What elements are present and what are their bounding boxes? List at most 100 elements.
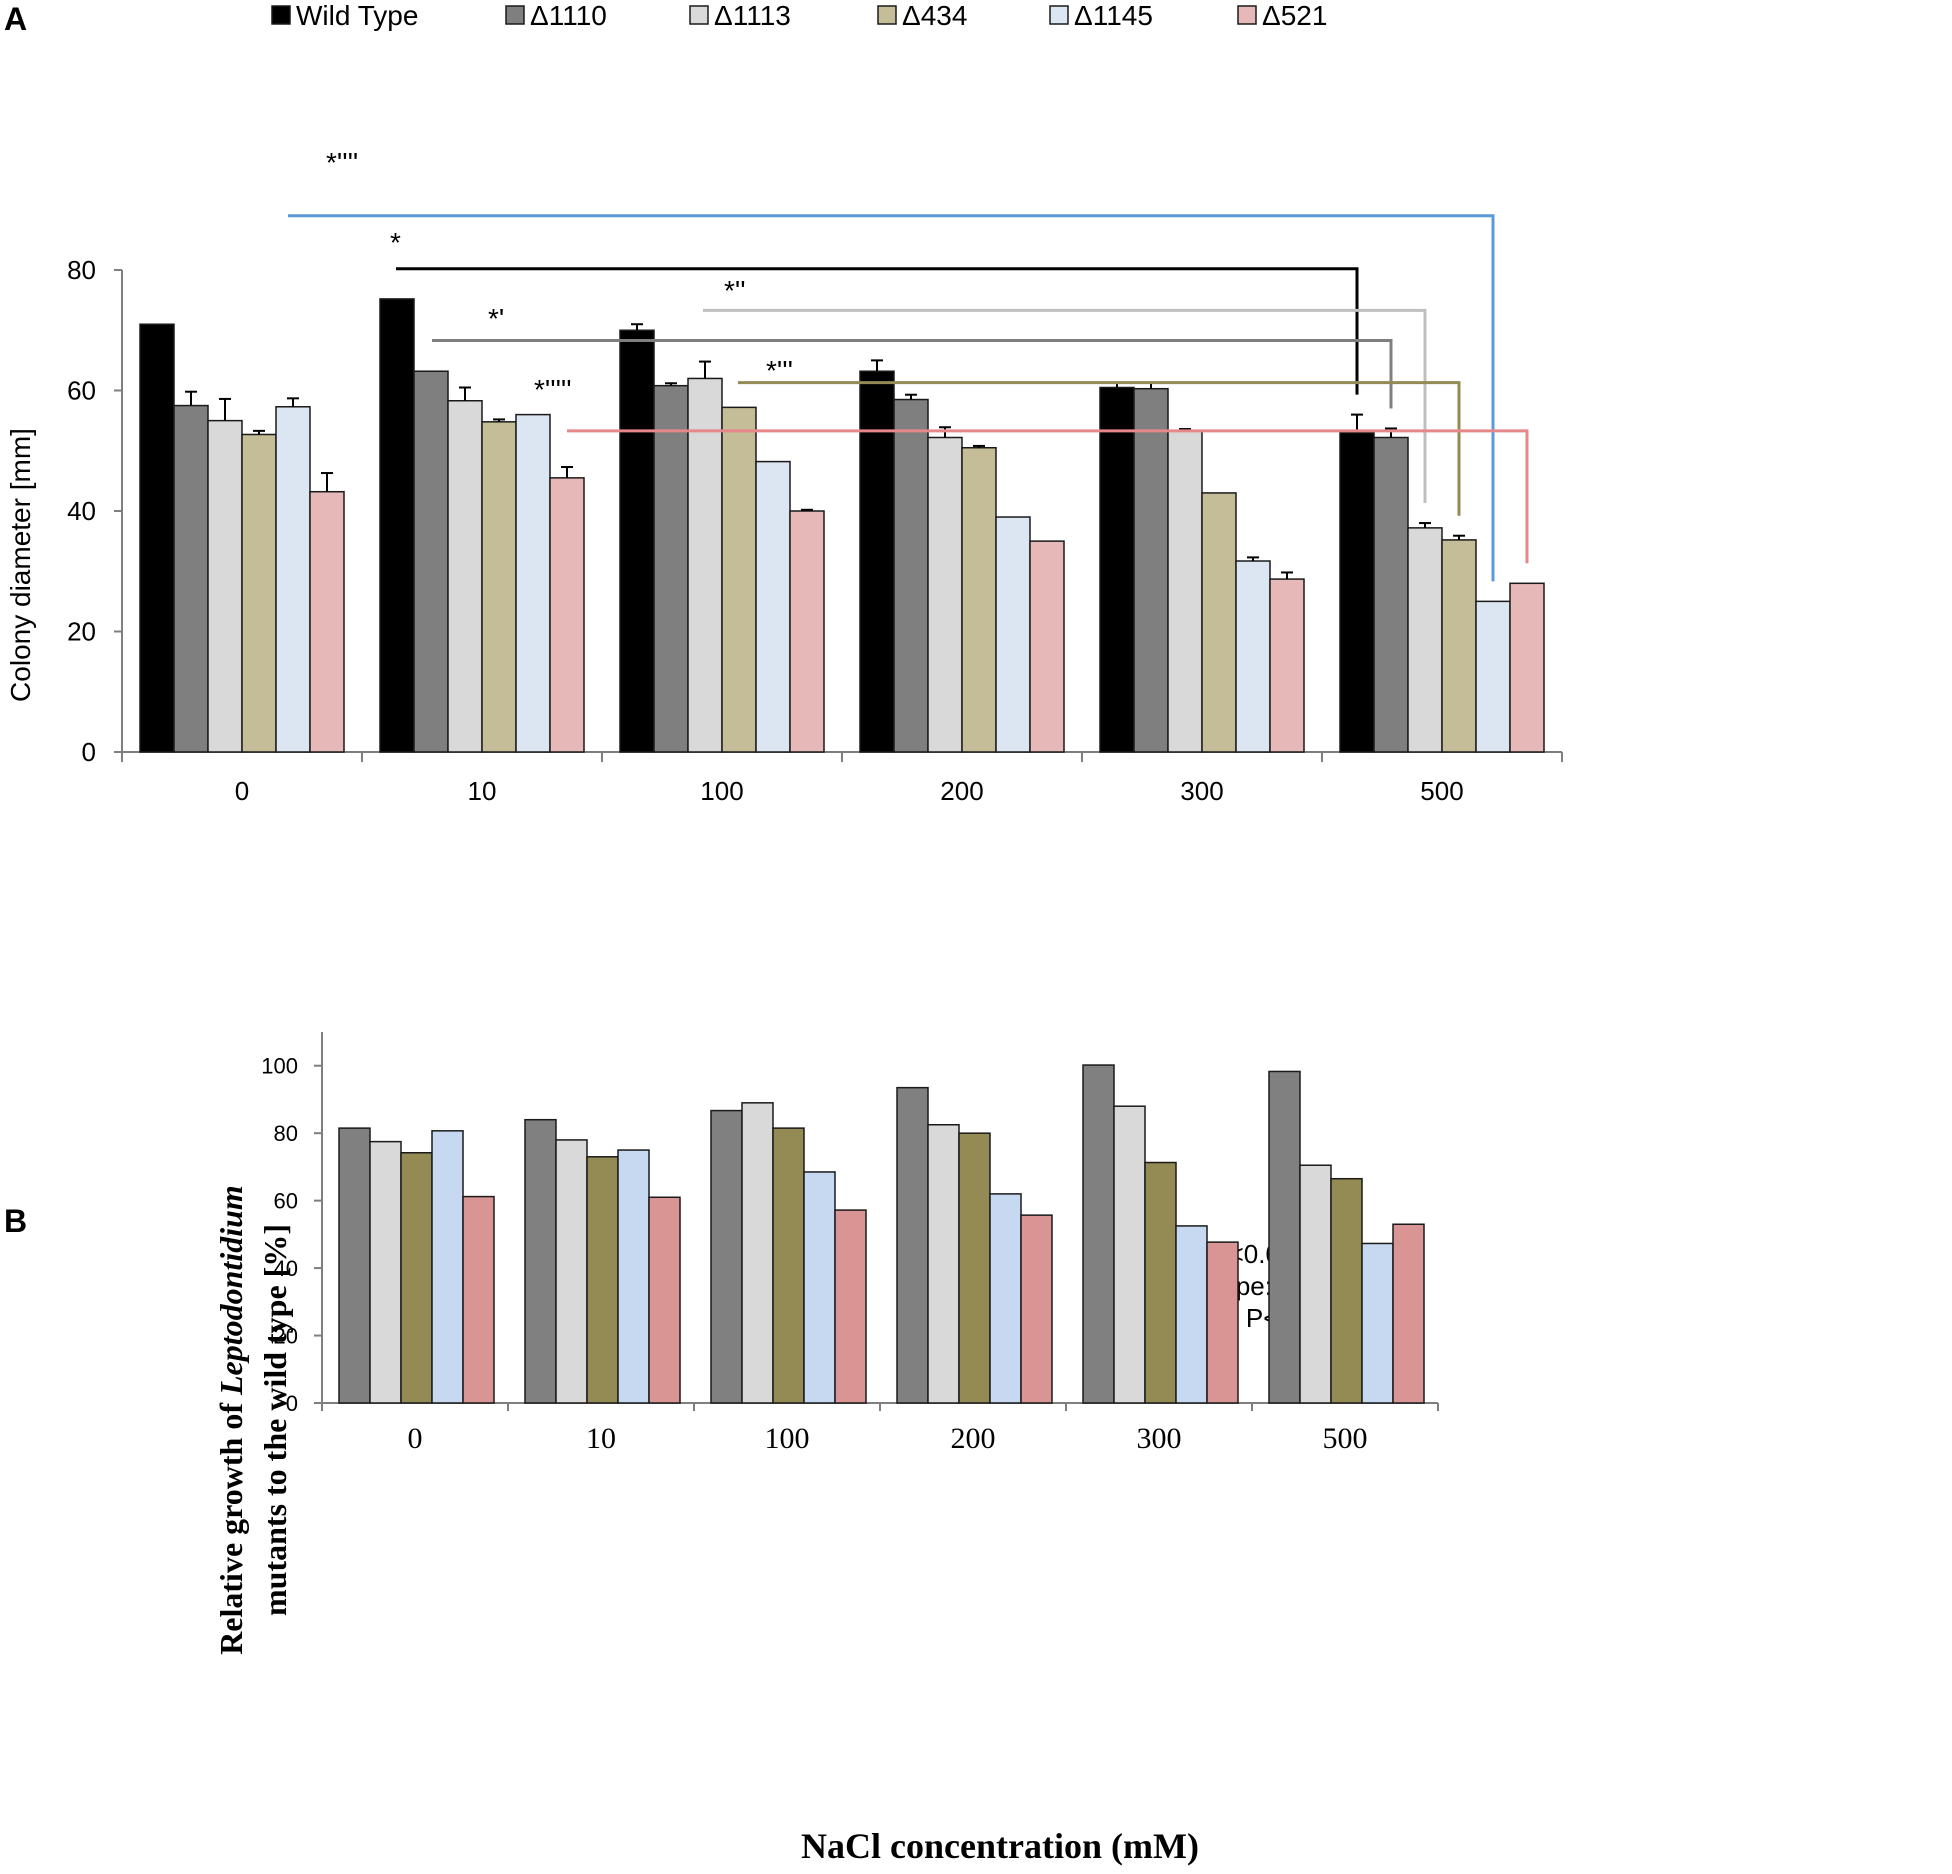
chart-b-bar	[1206, 1241, 1239, 1404]
chart-b-bar	[1144, 1161, 1177, 1404]
chart-a-bar	[549, 477, 585, 753]
chart-a-bar	[309, 490, 345, 753]
chart-a-bar	[721, 406, 757, 753]
chart-b-x-tick-label: 300	[1137, 1422, 1182, 1455]
chart-a-legend-label: Δ521	[1262, 0, 1327, 31]
chart-a-legend-swatch	[1049, 5, 1069, 25]
chart-a-bar	[1099, 386, 1135, 753]
chart-a-bar	[173, 404, 209, 753]
chart-b-bar	[1299, 1164, 1332, 1404]
chart-b-x-tick-label: 10	[586, 1422, 616, 1455]
chart-b-y-tick-label: 20	[274, 1324, 298, 1349]
chart-b-x-tick-label: 100	[765, 1422, 810, 1455]
chart-b-y-tick-label: 0	[286, 1391, 298, 1416]
chart-a-significance-bracket	[567, 429, 1529, 564]
chart-a-y-tick-label: 0	[82, 737, 96, 767]
chart-a-bar	[687, 377, 723, 753]
chart-b-bar	[648, 1196, 681, 1404]
chart-b-x-tick-label: 200	[951, 1422, 996, 1455]
chart-a-significance-label: *'''	[766, 355, 793, 386]
chart-a-y-tick-label: 80	[67, 255, 96, 285]
chart-b-bar	[555, 1139, 588, 1404]
chart-a-bar	[961, 446, 997, 753]
chart-a-significance-bracket	[738, 381, 1461, 516]
chart-b-bar	[989, 1193, 1022, 1404]
chart-b-bar	[1392, 1223, 1425, 1404]
chart-a-x-tick-label: 10	[468, 776, 497, 806]
chart-b-bar	[524, 1118, 557, 1404]
chart-a-bars	[139, 298, 1545, 753]
chart-b-bar	[462, 1195, 495, 1404]
chart-a-bar	[241, 433, 277, 753]
chart-a-bar	[789, 510, 825, 753]
chart-a-bar	[481, 421, 517, 753]
chart-b-y-axis-label-italic: Leptodontidium	[213, 1185, 249, 1396]
chart-a-significance-label: *	[390, 227, 401, 258]
svg-text:Relative growth of Leptodontid: Relative growth of Leptodontidium	[213, 1185, 249, 1655]
chart-a-bar	[893, 398, 929, 753]
chart-b-bar	[338, 1127, 371, 1404]
chart-b-bar	[803, 1171, 836, 1404]
chart-a-axes: 0 20 40 60 80 0 10 100 200 300 500	[67, 255, 1563, 806]
chart-a-significance-label: *'''''	[534, 374, 572, 405]
chart-b-y-axis-label: Relative growth of Leptodontidium mutant…	[213, 1185, 293, 1655]
chart-a-bar	[1235, 560, 1271, 753]
panel-a-letter: A	[4, 1, 27, 37]
chart-a-bar	[859, 370, 895, 753]
chart-a-legend-label: Δ434	[902, 0, 967, 31]
chart-a-bar	[1441, 539, 1477, 753]
chart-a-legend-label: Wild Type	[296, 0, 418, 31]
chart-a-bar	[1201, 492, 1237, 753]
chart-b-bar	[710, 1109, 743, 1404]
chart-a-bar	[1407, 527, 1443, 753]
chart-b-bar	[1361, 1242, 1394, 1404]
chart-a-bar	[139, 323, 175, 753]
chart-b-bar	[369, 1140, 402, 1404]
chart-a-bar	[275, 406, 311, 753]
chart-a: Wild Type Δ1110 Δ1113 Δ434 Δ1145 Δ521 Colony …	[5, 0, 1563, 806]
chart-a-bar	[619, 329, 655, 753]
chart-b-bar	[1268, 1070, 1301, 1404]
chart-b-bar	[1020, 1214, 1053, 1404]
chart-a-x-tick-label: 0	[235, 776, 249, 806]
chart-a-significance-bracket	[703, 308, 1427, 504]
chart-a-bar	[413, 370, 449, 753]
chart-a-bar	[379, 298, 415, 753]
chart-a-bar	[1029, 540, 1065, 753]
chart-a-bar	[1373, 436, 1409, 753]
chart-b-bars	[338, 1064, 1425, 1404]
chart-a-bar	[1167, 430, 1203, 753]
chart-b-bar	[927, 1124, 960, 1404]
chart-a-bar	[927, 436, 963, 753]
chart-a-legend-swatch	[505, 5, 525, 25]
chart-b-y-axis-label-line2: mutants to the wild type [%]	[257, 1224, 293, 1616]
chart-a-y-axis-label: Colony diameter [mm]	[5, 428, 36, 702]
chart-a-significance-bracket	[288, 214, 1495, 582]
chart-a-legend-swatch	[1237, 5, 1257, 25]
chart-b-bar	[958, 1132, 991, 1404]
chart-a-bar	[447, 399, 483, 753]
chart-a-significance: *'''' * *'' *' *''' *'''''	[288, 147, 1529, 582]
chart-a-bar	[515, 413, 551, 753]
chart-a-bar	[995, 516, 1031, 753]
chart-b-bar	[617, 1149, 650, 1404]
chart-a-legend-label: Δ1113	[714, 0, 791, 31]
chart-b-y-axis-label-prefix: Relative growth of	[213, 1395, 249, 1655]
chart-b-x-tick-label: 500	[1323, 1422, 1368, 1455]
chart-b-bar	[1330, 1177, 1363, 1404]
chart-a-y-tick-label: 20	[67, 617, 96, 647]
chart-b-x-axis-label: NaCl concentration (mM)	[801, 1826, 1199, 1866]
chart-a-significance-label: *'	[488, 303, 504, 334]
chart-a-bar	[1509, 582, 1545, 753]
chart-a-x-tick-label: 200	[940, 776, 983, 806]
panel-b-letter: B	[4, 1203, 27, 1239]
chart-a-bar	[1269, 578, 1305, 753]
chart-b-bar	[1175, 1225, 1208, 1404]
chart-a-bar	[1475, 600, 1511, 753]
chart-a-bar	[1339, 431, 1375, 753]
chart-b-y-tick-label: 100	[261, 1054, 298, 1079]
chart-a-x-tick-label: 500	[1420, 776, 1463, 806]
chart-a-bar	[653, 384, 689, 753]
chart-a-legend-swatch	[271, 5, 291, 25]
chart-a-significance-bracket	[432, 338, 1393, 409]
